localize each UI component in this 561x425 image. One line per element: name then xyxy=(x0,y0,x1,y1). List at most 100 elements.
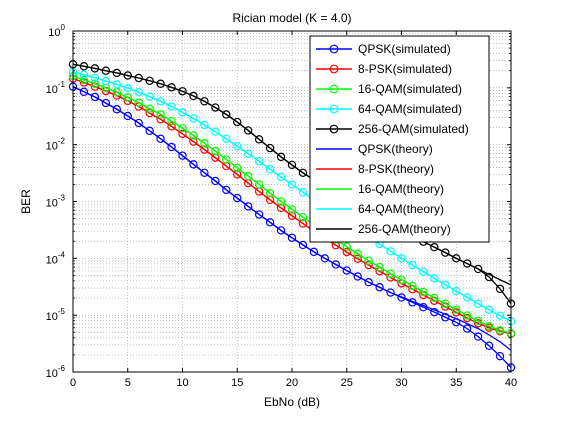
x-tick-label: 25 xyxy=(341,377,353,389)
data-point xyxy=(298,212,308,222)
data-point xyxy=(320,254,330,263)
legend-label: 256-QAM(simulated) xyxy=(358,122,469,136)
data-point xyxy=(178,123,187,133)
data-point xyxy=(211,153,220,162)
data-point xyxy=(276,226,286,235)
legend-label: QPSK(theory) xyxy=(358,142,433,156)
data-point xyxy=(375,283,384,292)
data-point xyxy=(386,288,395,297)
data-point xyxy=(353,254,362,263)
data-point xyxy=(254,135,264,144)
legend: QPSK(simulated) 8-PSK(simulated) 16-QAM(si… xyxy=(309,35,490,243)
data-point xyxy=(386,269,395,278)
data-point xyxy=(211,176,220,186)
data-point xyxy=(156,110,165,119)
data-point xyxy=(287,160,297,170)
data-point xyxy=(430,242,439,252)
data-point xyxy=(419,303,428,312)
series-lines xyxy=(68,60,516,372)
data-point xyxy=(298,240,308,250)
data-point xyxy=(112,80,122,89)
data-point xyxy=(112,105,122,114)
data-point xyxy=(463,311,472,320)
y-tick-exponent: -2 xyxy=(58,137,66,146)
data-point xyxy=(473,316,483,326)
data-point xyxy=(101,76,111,86)
data-point xyxy=(364,260,373,270)
data-point xyxy=(473,264,483,274)
y-tick-base: 10 xyxy=(46,368,58,380)
data-point xyxy=(222,134,231,143)
data-point xyxy=(145,104,154,113)
data-point xyxy=(452,318,461,327)
data-point xyxy=(189,114,198,123)
data-point xyxy=(254,180,264,189)
data-point xyxy=(90,73,100,83)
data-point xyxy=(254,210,264,219)
data-point xyxy=(254,157,264,166)
legend-item: QPSK(simulated) xyxy=(316,42,451,56)
data-point xyxy=(189,131,198,140)
legend-item: 8-PSK(theory) xyxy=(316,162,434,176)
data-point xyxy=(101,66,111,75)
y-tick-base: 10 xyxy=(46,84,58,96)
data-point xyxy=(298,188,308,197)
data-point xyxy=(222,155,231,164)
series-0 xyxy=(68,82,516,372)
legend-label: 16-QAM(simulated) xyxy=(358,82,462,96)
legend-label: 8-PSK(simulated) xyxy=(358,62,452,76)
legend-item: 64-QAM(theory) xyxy=(316,202,444,216)
data-point xyxy=(441,280,450,289)
data-point xyxy=(331,260,340,269)
data-point xyxy=(375,262,384,272)
data-point xyxy=(189,137,198,146)
data-point xyxy=(441,248,450,257)
legend-box xyxy=(309,35,490,243)
data-point xyxy=(123,83,132,93)
data-point xyxy=(484,305,494,315)
data-point xyxy=(134,118,143,128)
data-point xyxy=(145,76,154,85)
data-point xyxy=(342,247,351,257)
legend-swatch-marker xyxy=(329,84,339,94)
legend-label: 16-QAM(theory) xyxy=(358,182,444,196)
legend-item: 256-QAM(simulated) xyxy=(316,122,469,136)
data-point xyxy=(463,259,472,268)
data-point xyxy=(484,321,494,331)
data-point xyxy=(167,142,176,152)
data-point xyxy=(353,272,362,281)
data-point xyxy=(342,242,351,251)
grid-lines xyxy=(72,31,512,373)
data-point xyxy=(276,197,286,206)
y-tick-label: 10-2 xyxy=(46,137,66,153)
data-point xyxy=(495,351,505,361)
data-point xyxy=(276,203,286,213)
data-point xyxy=(79,87,89,97)
chart-title: Rician model (K = 4.0) xyxy=(232,11,351,25)
x-tick-label: 5 xyxy=(125,377,131,389)
y-tick-label: 10-5 xyxy=(46,307,66,323)
legend-swatch-marker xyxy=(329,64,339,74)
data-point xyxy=(200,97,209,106)
data-point xyxy=(397,293,406,302)
data-point xyxy=(90,92,100,102)
data-point xyxy=(233,193,242,203)
data-point xyxy=(353,249,362,259)
data-point xyxy=(178,108,187,117)
data-point xyxy=(408,281,417,291)
legend-swatch-marker xyxy=(329,124,339,134)
data-point xyxy=(287,211,297,221)
data-point xyxy=(90,64,100,73)
data-point xyxy=(101,98,111,108)
data-point xyxy=(167,83,176,92)
data-point xyxy=(386,247,395,256)
data-point xyxy=(211,127,220,136)
data-point xyxy=(123,111,132,121)
data-point xyxy=(342,266,351,275)
data-point xyxy=(145,92,154,101)
legend-swatch-marker xyxy=(329,104,339,114)
data-point xyxy=(452,305,461,314)
data-point xyxy=(495,284,505,294)
data-point xyxy=(189,160,198,169)
